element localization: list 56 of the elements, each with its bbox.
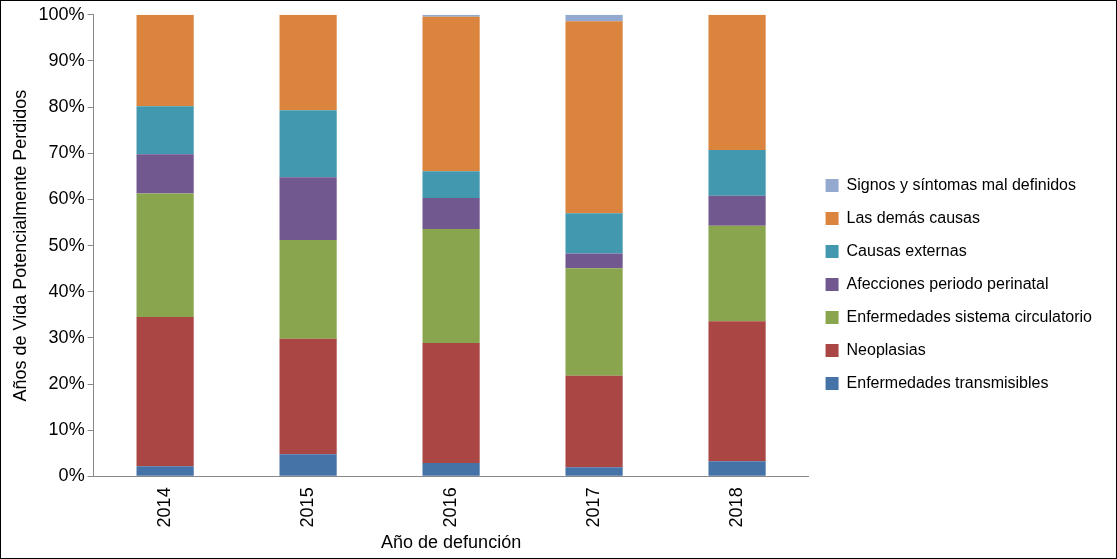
bar [565, 253, 623, 269]
y-tick-label: 40% [48, 280, 85, 301]
bar [136, 154, 194, 194]
y-tick-label: 90% [48, 49, 85, 70]
bar [136, 106, 194, 155]
x-tick-label: 2016 [440, 487, 461, 528]
bar [136, 317, 194, 467]
bar [565, 467, 623, 476]
bar [279, 454, 337, 476]
bar [422, 171, 480, 199]
legend-label: Neoplasias [846, 340, 926, 358]
bar [565, 268, 623, 376]
bar [279, 110, 337, 178]
legend-label: Signos y síntomas mal definidos [846, 175, 1077, 193]
bar [136, 466, 194, 476]
y-tick-label: 60% [48, 188, 85, 209]
y-tick-label: 80% [48, 96, 85, 117]
bar [279, 14, 337, 111]
bar [708, 321, 766, 462]
bar [136, 193, 194, 318]
y-tick-label: 20% [48, 373, 85, 394]
bar [565, 21, 623, 214]
x-tick-label: 2015 [297, 487, 318, 528]
y-tick-label: 30% [48, 326, 85, 347]
y-tick-label: 10% [48, 419, 85, 440]
bar [422, 16, 480, 172]
x-axis-title: Año de defunción [381, 532, 522, 553]
legend-label: Causas externas [846, 241, 967, 259]
x-tick-label: 2014 [154, 487, 175, 528]
legend-label: Enfermedades sistema circulatorio [846, 307, 1093, 325]
bar [279, 177, 337, 241]
bar [708, 14, 766, 151]
legend-label: Afecciones periodo perinatal [846, 274, 1049, 292]
y-tick-label: 70% [48, 142, 85, 163]
bar [422, 198, 480, 229]
y-tick-label: 100% [38, 3, 85, 24]
bar [422, 342, 480, 463]
bar [708, 150, 766, 196]
legend-label: Las demás causas [846, 208, 980, 226]
bar [565, 213, 623, 254]
bar [279, 240, 337, 339]
bar [708, 225, 766, 322]
y-tick-label: 0% [58, 465, 85, 486]
bar [422, 462, 480, 476]
bar [136, 14, 194, 107]
y-tick-label: 50% [48, 234, 85, 255]
bar [565, 14, 623, 22]
y-axis-title: Años de Vida Potencialmente Perdidos [9, 89, 30, 402]
legend-label: Enfermedades transmisibles [846, 373, 1049, 391]
x-tick-label: 2017 [583, 487, 604, 528]
bar [565, 375, 623, 468]
x-tick-label: 2018 [726, 487, 747, 528]
bar [708, 195, 766, 226]
bar [279, 338, 337, 455]
bar [422, 228, 480, 343]
bar [708, 461, 766, 476]
